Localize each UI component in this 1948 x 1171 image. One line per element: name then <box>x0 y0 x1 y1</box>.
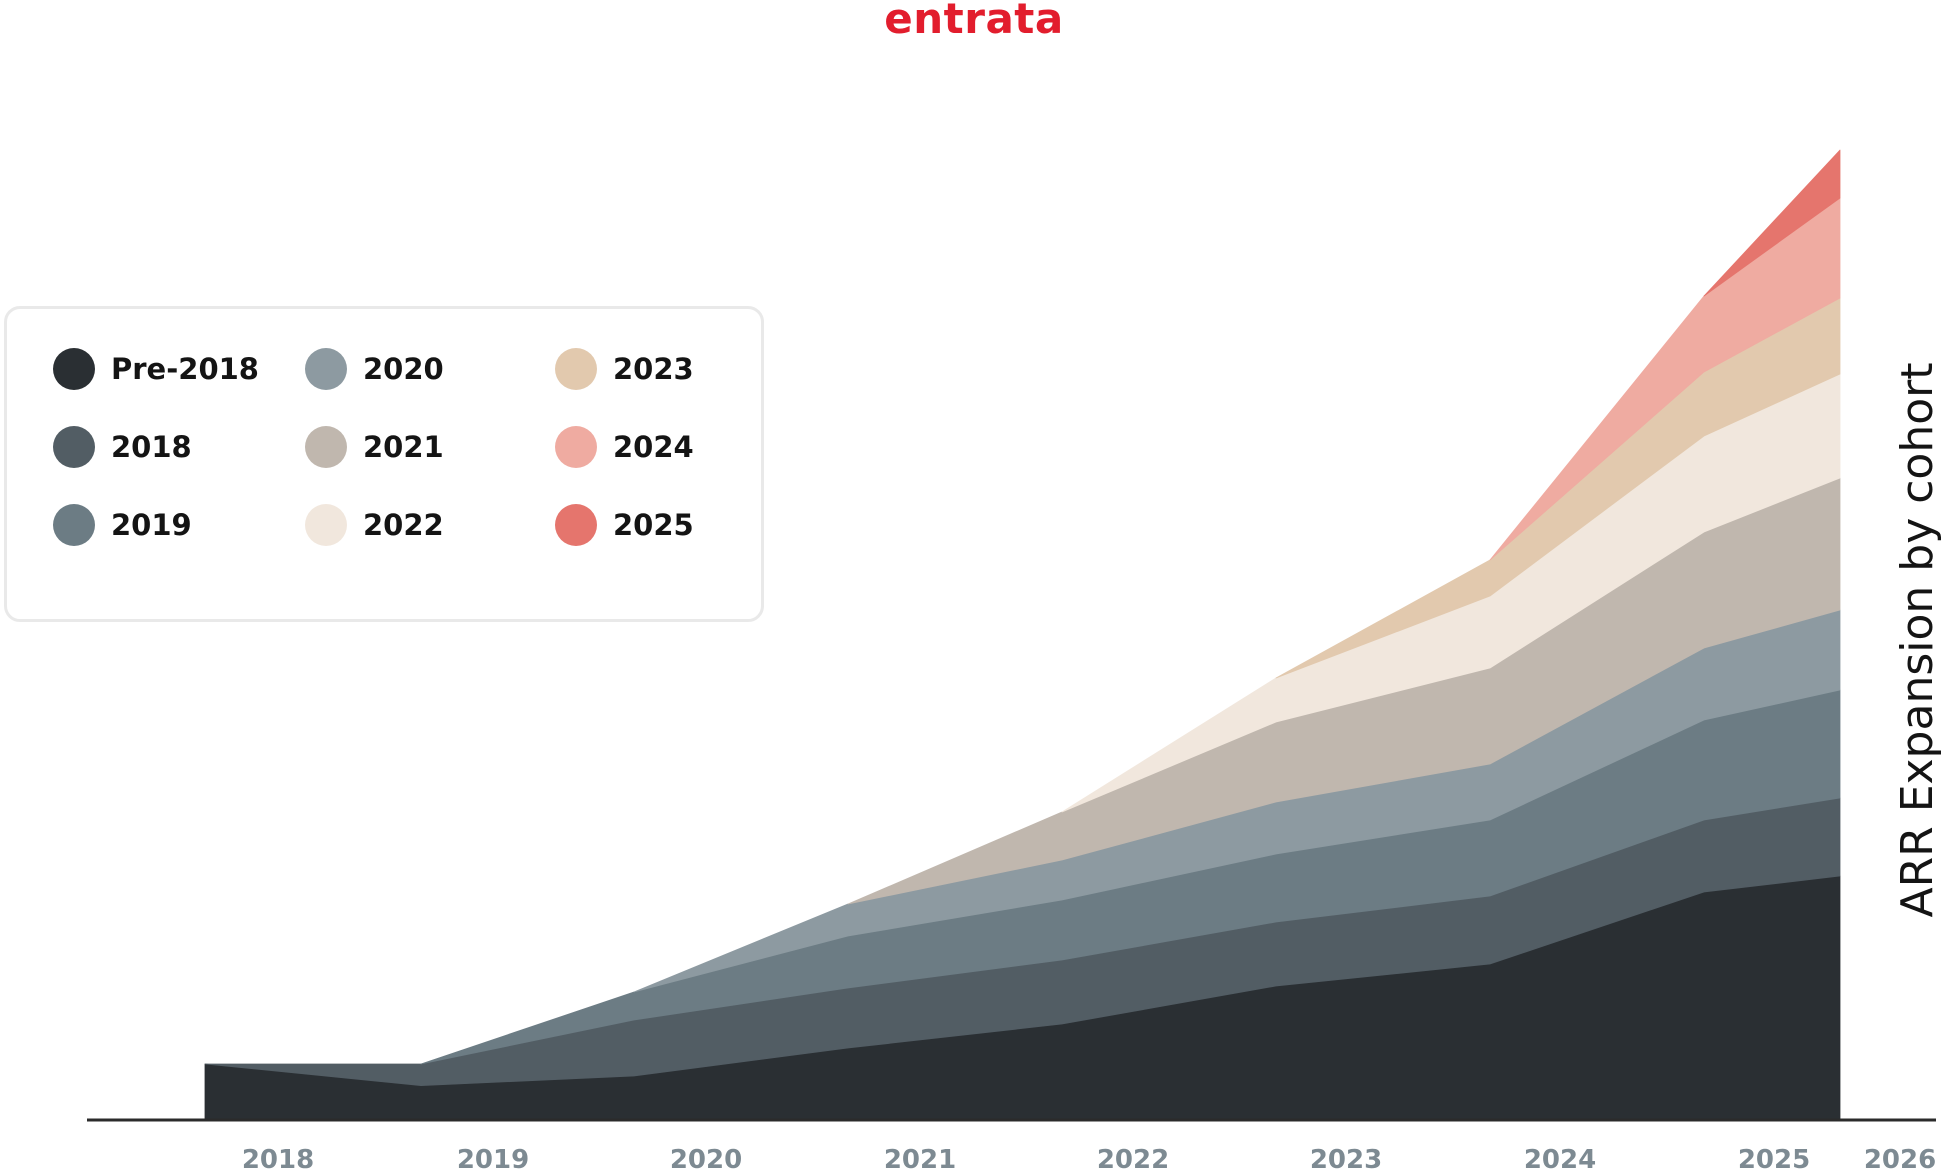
legend-label: 2019 <box>111 508 192 542</box>
chart-title: ARR Expansion by cohort <box>1892 362 1943 918</box>
area-series-2024 <box>1489 197 1841 561</box>
legend-label: 2021 <box>363 430 444 464</box>
x-tick-label-2019: 2019 <box>457 1145 529 1171</box>
legend-swatch <box>305 504 347 546</box>
legend-label: 2025 <box>613 508 694 542</box>
legend-item-2023: 2023 <box>555 347 694 391</box>
legend-item-2022: 2022 <box>305 503 444 547</box>
legend-swatch <box>53 426 95 468</box>
x-tick-label-2018: 2018 <box>242 1145 314 1171</box>
x-axis-tick-labels: 2018 2019 2020 2021 2022 2023 2024 2025 2026 <box>242 1145 1936 1171</box>
legend-swatch <box>53 348 95 390</box>
chart-legend: Pre-2018 2018 2019 2020 2021 2022 2023 2024 2025 <box>4 306 764 622</box>
entrata-logo: entrata <box>0 0 1948 43</box>
legend-item-2020: 2020 <box>305 347 444 391</box>
legend-item-2021: 2021 <box>305 425 444 469</box>
legend-item-2025: 2025 <box>555 503 694 547</box>
legend-item-pre-2018: Pre-2018 <box>53 347 259 391</box>
legend-label: 2020 <box>363 352 444 386</box>
legend-label: 2018 <box>111 430 192 464</box>
x-tick-label-2023: 2023 <box>1310 1145 1382 1171</box>
x-tick-label-2024: 2024 <box>1524 1145 1596 1171</box>
x-tick-label-2020: 2020 <box>670 1145 742 1171</box>
legend-swatch <box>555 504 597 546</box>
legend-label: Pre-2018 <box>111 352 259 386</box>
legend-label: 2023 <box>613 352 694 386</box>
legend-label: 2024 <box>613 430 694 464</box>
legend-swatch <box>305 348 347 390</box>
stacked-areas <box>204 149 1841 1121</box>
legend-label: 2022 <box>363 508 444 542</box>
x-tick-label-2026: 2026 <box>1864 1145 1936 1171</box>
legend-item-2019: 2019 <box>53 503 192 547</box>
x-tick-label-2021: 2021 <box>884 1145 956 1171</box>
x-tick-label-2022: 2022 <box>1097 1145 1169 1171</box>
legend-swatch <box>555 348 597 390</box>
legend-item-2018: 2018 <box>53 425 192 469</box>
legend-swatch <box>305 426 347 468</box>
area-series-2025 <box>1703 149 1841 297</box>
legend-item-2024: 2024 <box>555 425 694 469</box>
legend-swatch <box>53 504 95 546</box>
x-tick-label-2025: 2025 <box>1738 1145 1810 1171</box>
legend-swatch <box>555 426 597 468</box>
logo-text: entrata <box>884 0 1064 43</box>
